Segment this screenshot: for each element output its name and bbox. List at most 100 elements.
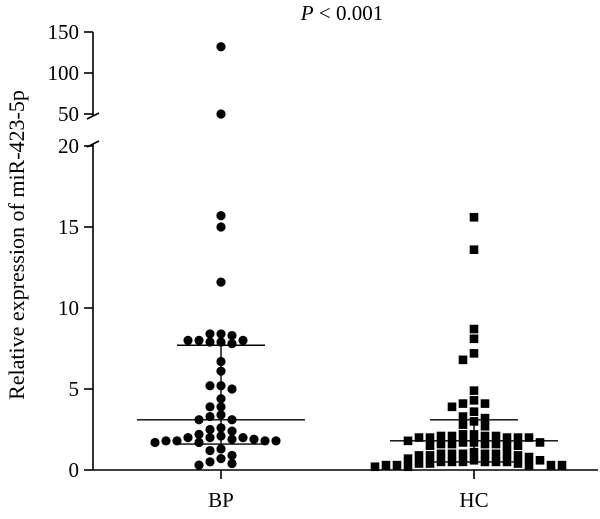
bp-point <box>205 337 215 347</box>
bp-point <box>205 381 215 391</box>
bp-point <box>194 437 204 448</box>
bp-point <box>216 394 226 404</box>
hc-point <box>425 433 435 442</box>
hc-point <box>535 438 545 447</box>
hc-point <box>469 245 479 254</box>
y-tick-label: 20 <box>58 134 79 158</box>
hc-point <box>458 449 468 459</box>
p-value-annotation: P < 0.001 <box>300 1 383 25</box>
y-tick-label: 150 <box>48 20 80 44</box>
hc-point <box>447 439 457 449</box>
bp-point <box>216 454 226 464</box>
axes <box>86 32 598 471</box>
bp-point <box>205 329 215 339</box>
x-tick-label: HC <box>459 488 488 512</box>
x-tick-label: BP <box>208 488 234 512</box>
hc-point <box>469 407 479 416</box>
bp-point <box>194 335 204 345</box>
hc-point <box>425 451 435 460</box>
hc-point <box>458 430 468 439</box>
bp-point <box>227 434 237 444</box>
hc-point <box>458 399 468 408</box>
hc-point <box>513 451 523 460</box>
hc-point <box>414 433 424 442</box>
hc-point <box>370 462 380 472</box>
hc-point <box>447 449 457 459</box>
p-value-rest: < 0.001 <box>314 1 384 25</box>
hc-point <box>458 355 468 365</box>
hc-point <box>480 431 490 441</box>
hc-point <box>458 420 468 429</box>
hc-point <box>447 457 457 467</box>
hc-point <box>469 212 479 222</box>
bp-point <box>216 211 226 221</box>
bp-point <box>271 436 281 446</box>
hc-point <box>480 457 490 467</box>
hc-point <box>469 396 479 405</box>
bp-point <box>183 335 193 345</box>
bp-point <box>227 450 237 461</box>
y-tick-label: 50 <box>58 102 79 126</box>
hc-point <box>491 431 501 441</box>
bp-point <box>216 431 226 441</box>
hc-point <box>469 417 479 426</box>
bp-point <box>260 436 270 446</box>
hc-point <box>414 451 424 460</box>
hc-point <box>403 436 413 446</box>
hc-point <box>436 457 446 467</box>
hc-point <box>392 460 402 470</box>
bp-point <box>227 426 237 436</box>
y-tick-label: 100 <box>48 61 80 85</box>
hc-point <box>502 449 512 459</box>
axis-break-mark-upper <box>86 112 100 120</box>
y-tick-label: 10 <box>58 296 79 320</box>
bp-point <box>216 356 226 367</box>
hc-point <box>502 441 512 450</box>
bp-point <box>205 402 215 412</box>
hc-point <box>524 460 534 470</box>
y-ticks: 0 5 10 15 20 50 100 150 <box>48 20 93 482</box>
y-tick-label: 0 <box>69 458 80 482</box>
bp-point <box>227 339 237 349</box>
hc-point <box>513 433 523 442</box>
bp-point <box>216 381 226 391</box>
hc-point <box>502 433 512 442</box>
bp-point <box>238 335 248 345</box>
bp-point <box>150 437 160 448</box>
hc-point <box>458 457 468 467</box>
hc-point <box>524 452 534 462</box>
bp-point <box>227 458 237 469</box>
bp-point <box>249 434 259 444</box>
bp-point <box>205 433 215 443</box>
bp-point <box>205 411 215 422</box>
hc-point <box>469 438 479 447</box>
hc-point <box>469 430 479 439</box>
hc-point <box>469 349 479 358</box>
hc-point <box>480 439 490 449</box>
hc-point <box>513 459 523 468</box>
bp-point <box>194 460 204 470</box>
bp-point <box>238 433 248 443</box>
hc-point <box>469 455 479 465</box>
hc-point <box>469 334 479 344</box>
hc-point <box>480 413 490 423</box>
bp-point <box>183 433 193 443</box>
hc-point <box>425 459 435 468</box>
y-tick-label: 5 <box>69 377 80 401</box>
bp-point <box>216 402 226 412</box>
hc-point <box>502 457 512 467</box>
hc-point <box>469 324 479 334</box>
hc-point <box>480 421 490 431</box>
bp-point <box>194 429 204 439</box>
hc-point <box>425 441 435 450</box>
hc-point <box>469 386 479 395</box>
hc-point <box>436 439 446 449</box>
bp-point <box>205 445 215 456</box>
bp-point <box>205 424 215 435</box>
y-tick-label: 15 <box>58 215 79 239</box>
bp-point <box>227 330 237 341</box>
hc-point <box>458 412 468 421</box>
hc-point <box>480 449 490 459</box>
bp-point <box>216 109 226 119</box>
bp-point <box>227 384 237 394</box>
